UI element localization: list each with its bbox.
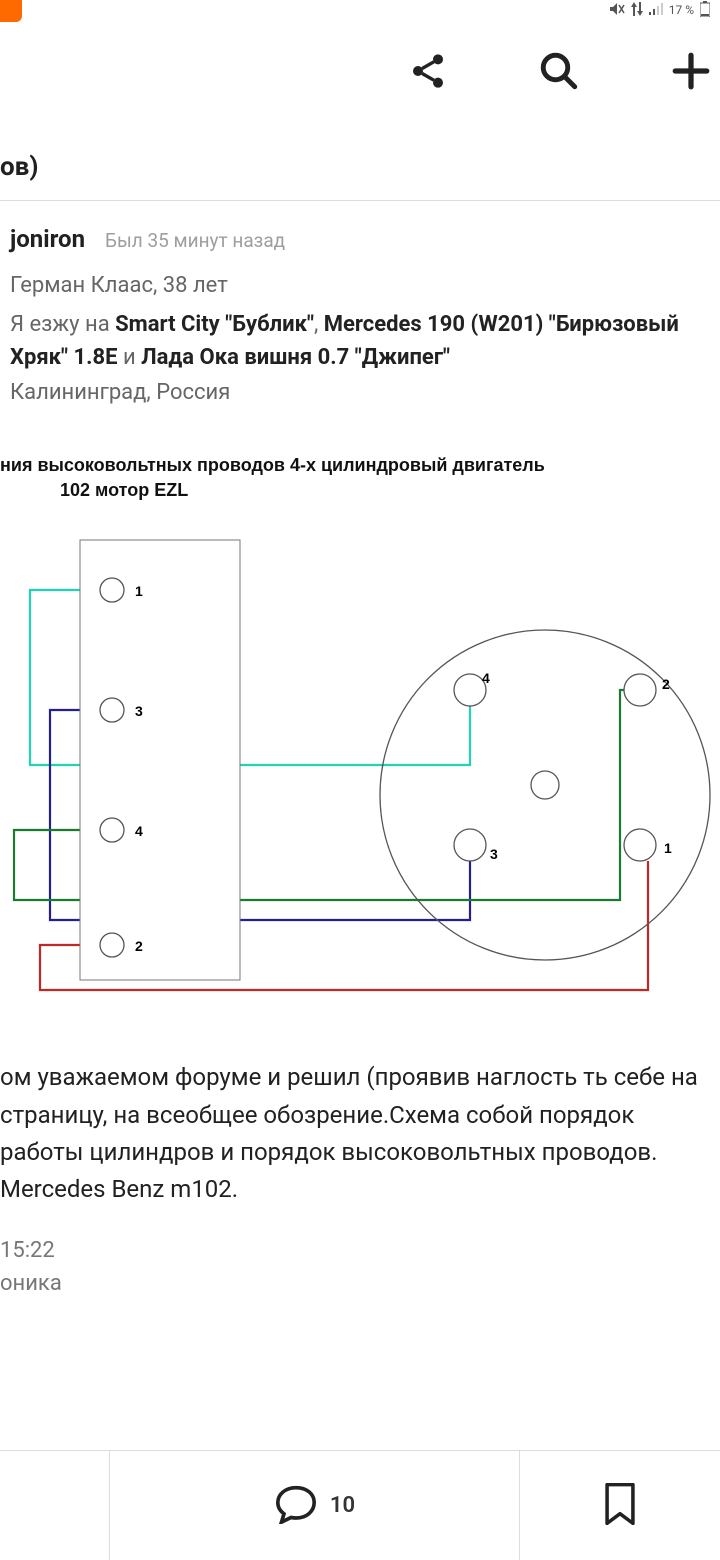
svg-text:2: 2 [662,676,670,692]
bottom-left-slot[interactable] [0,1451,110,1560]
author-row[interactable]: joniron Был 35 минут назад [0,201,720,263]
wiring-diagram: ния высоковольтных проводов 4-х цилиндро… [0,453,720,1029]
bio-prefix: Я езжу на [10,312,115,337]
author-location: Калининград, Россия [0,374,720,405]
svg-text:2: 2 [135,938,143,954]
svg-text:4: 4 [135,823,143,839]
toolbar [0,20,720,122]
author-username: joniron [10,225,85,253]
bio-car3: Лада Ока вишня 0.7 "Джипег" [141,345,450,370]
bio-car1: Smart City "Бублик" [115,312,314,337]
bottom-bar: 10 [0,1450,720,1560]
signal-icon [649,3,663,18]
bio-sep2: и [118,345,142,370]
author-bio: Я езжу на Smart City "Бублик", Mercedes … [0,302,720,374]
status-bar: 17 % [0,0,720,20]
svg-text:1: 1 [135,583,143,599]
post-category: оника [0,1263,720,1296]
bookmark-button[interactable] [520,1451,720,1560]
battery-text: 17 % [669,3,694,17]
diagram-title-line2: 102 мотор EZL [0,478,720,503]
diagram-title-line1: ния высоковольтных проводов 4-х цилиндро… [0,455,545,475]
share-icon[interactable] [408,51,448,91]
data-icon [631,2,643,19]
author-realname: Герман Клаас, 38 лет [0,263,720,302]
author-last-seen: Был 35 минут назад [105,229,285,252]
comments-count: 10 [330,1493,355,1518]
bookmark-icon [603,1483,637,1529]
comment-icon [274,1484,318,1528]
svg-text:3: 3 [490,846,498,862]
svg-text:4: 4 [482,670,490,686]
bio-sep1: , [314,312,324,337]
article-body: ом уважаемом форуме и решил (проявив наг… [0,1029,720,1208]
sound-off-icon [609,2,625,19]
battery-icon [700,1,710,20]
page-title: ов) [0,122,720,201]
post-time: 15:22 [0,1208,720,1263]
app-badge [0,0,22,22]
svg-text:1: 1 [664,840,672,856]
add-icon[interactable] [670,50,712,92]
diagram-title: ния высоковольтных проводов 4-х цилиндро… [0,453,720,525]
comments-button[interactable]: 10 [110,1451,520,1560]
diagram-svg: 1 3 4 2 4 2 3 1 [0,525,720,1025]
svg-text:3: 3 [135,703,143,719]
search-icon[interactable] [538,50,580,92]
